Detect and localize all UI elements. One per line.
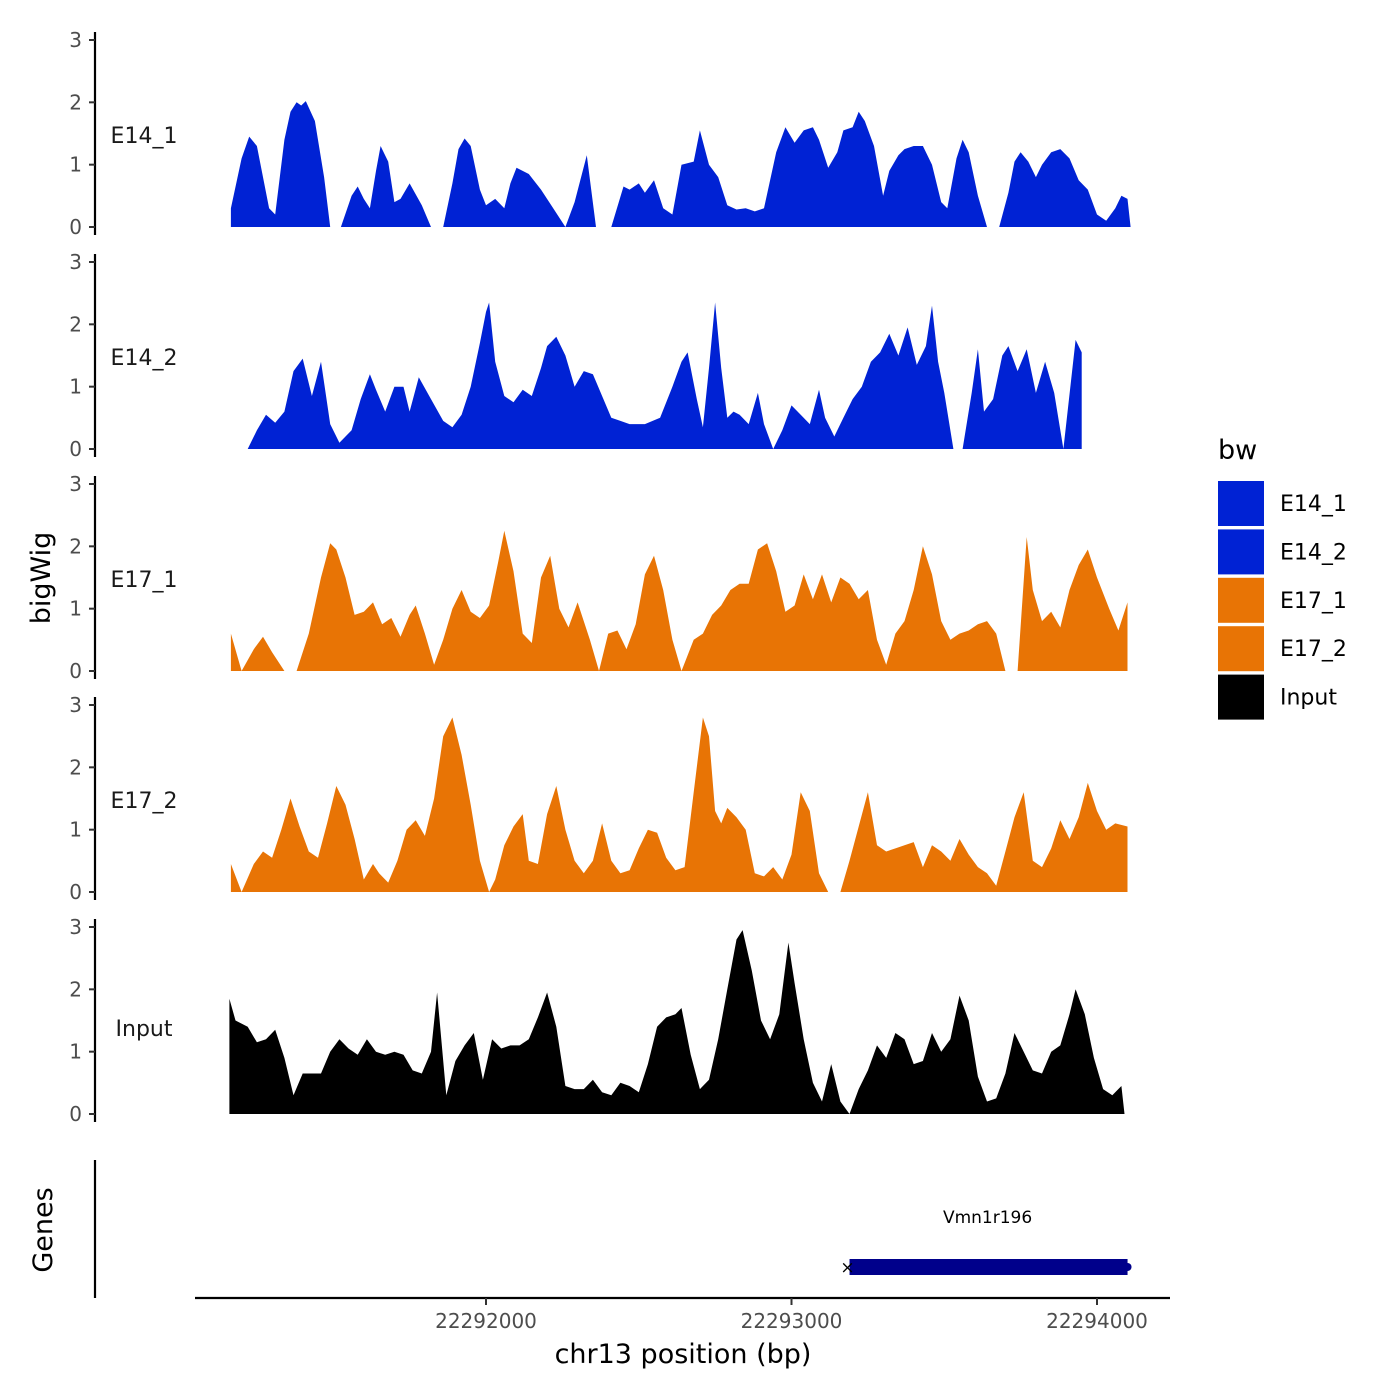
gene-strand-marker: × bbox=[840, 1258, 854, 1278]
legend-items: E14_1 E14_2 E17_1 E17_2 Input bbox=[1218, 481, 1347, 720]
legend-swatch bbox=[1218, 481, 1264, 526]
y-tick-label: 2 bbox=[69, 977, 82, 1001]
x-axis-ticks: 22292000 22293000 22294000 bbox=[435, 1298, 1148, 1333]
y-tick-label: 2 bbox=[69, 90, 82, 114]
gene-marks: × Vmn1r196 bbox=[840, 1208, 1132, 1278]
legend-label: E17_1 bbox=[1280, 589, 1347, 614]
track-e14_1: 0 1 2 3 E14_1 bbox=[69, 28, 1131, 239]
y-tick-label: 0 bbox=[69, 437, 82, 461]
legend-label: E17_2 bbox=[1280, 637, 1347, 662]
legend-label: Input bbox=[1280, 686, 1337, 711]
y-tick-label: 2 bbox=[69, 534, 82, 558]
x-tick-label: 22292000 bbox=[435, 1309, 537, 1333]
y-tick-label: 2 bbox=[69, 312, 82, 336]
y-tick-label: 0 bbox=[69, 1102, 82, 1126]
x-axis-title: chr13 position (bp) bbox=[555, 1339, 812, 1370]
y-tick-label: 1 bbox=[69, 153, 82, 177]
y-tick-label: 1 bbox=[69, 375, 82, 399]
track-input: 0 1 2 3 Input bbox=[69, 915, 1125, 1126]
legend-swatch bbox=[1218, 626, 1264, 672]
legend-swatch bbox=[1218, 577, 1264, 623]
signal-tracks: 0 1 2 3 E14_1 0 1 2 3 E14_2 0 1 2 3 E17_1 0 1 2 3 E17_2 0 1 2 3… bbox=[69, 28, 1131, 1126]
legend-item-input: Input bbox=[1218, 674, 1337, 720]
y-tick-label: 1 bbox=[69, 1040, 82, 1064]
y-tick-label: 3 bbox=[69, 28, 82, 52]
y-tick-label: 0 bbox=[69, 659, 82, 683]
legend-item-e17_1: E17_1 bbox=[1218, 577, 1347, 623]
signal-area-e14_2 bbox=[247, 302, 1082, 449]
track-label: E17_1 bbox=[111, 568, 178, 593]
signal-area-e17_1 bbox=[230, 530, 1128, 671]
y-tick-label: 1 bbox=[69, 597, 82, 621]
legend-item-e14_2: E14_2 bbox=[1218, 529, 1347, 575]
y-tick-label: 3 bbox=[69, 472, 82, 496]
y-axis-title: bigWig bbox=[26, 532, 57, 625]
legend-label: E14_2 bbox=[1280, 540, 1347, 565]
legend-item-e14_1: E14_1 bbox=[1218, 481, 1347, 526]
x-tick-label: 22293000 bbox=[741, 1309, 843, 1333]
signal-area-input bbox=[229, 930, 1125, 1114]
signal-area-e17_2 bbox=[230, 717, 1128, 892]
y-tick-label: 0 bbox=[69, 880, 82, 904]
track-label: E17_2 bbox=[111, 789, 178, 814]
y-tick-label: 3 bbox=[69, 693, 82, 717]
track-label: E14_1 bbox=[111, 124, 178, 149]
gene-vmn1r196: × Vmn1r196 bbox=[840, 1208, 1132, 1278]
track-e17_2: 0 1 2 3 E17_2 bbox=[69, 693, 1128, 904]
legend-item-e17_2: E17_2 bbox=[1218, 626, 1347, 672]
y-tick-label: 3 bbox=[69, 250, 82, 274]
track-e14_2: 0 1 2 3 E14_2 bbox=[69, 250, 1082, 461]
signal-area-e14_1 bbox=[230, 101, 1131, 227]
legend-title: bw bbox=[1218, 435, 1257, 466]
legend: bw E14_1 E14_2 E17_1 E17_2 Input bbox=[1218, 435, 1347, 720]
genes-axis-title: Genes bbox=[28, 1187, 59, 1272]
legend-swatch bbox=[1218, 674, 1264, 720]
x-axis: 22292000 22293000 22294000 chr13 position … bbox=[195, 1296, 1170, 1370]
gene-body bbox=[849, 1259, 1128, 1275]
genes-panel: Genes × Vmn1r196 bbox=[28, 1160, 1132, 1298]
gene-end-marker bbox=[1123, 1263, 1132, 1271]
legend-label: E14_1 bbox=[1280, 492, 1347, 517]
y-tick-label: 1 bbox=[69, 818, 82, 842]
track-label: Input bbox=[116, 1017, 173, 1042]
legend-swatch bbox=[1218, 529, 1264, 575]
gene-label: Vmn1r196 bbox=[943, 1208, 1032, 1228]
track-e17_1: 0 1 2 3 E17_1 bbox=[69, 472, 1128, 683]
y-tick-label: 2 bbox=[69, 755, 82, 779]
y-tick-label: 0 bbox=[69, 215, 82, 239]
x-tick-label: 22294000 bbox=[1046, 1309, 1148, 1333]
track-label: E14_2 bbox=[111, 346, 178, 371]
y-tick-label: 3 bbox=[69, 915, 82, 939]
